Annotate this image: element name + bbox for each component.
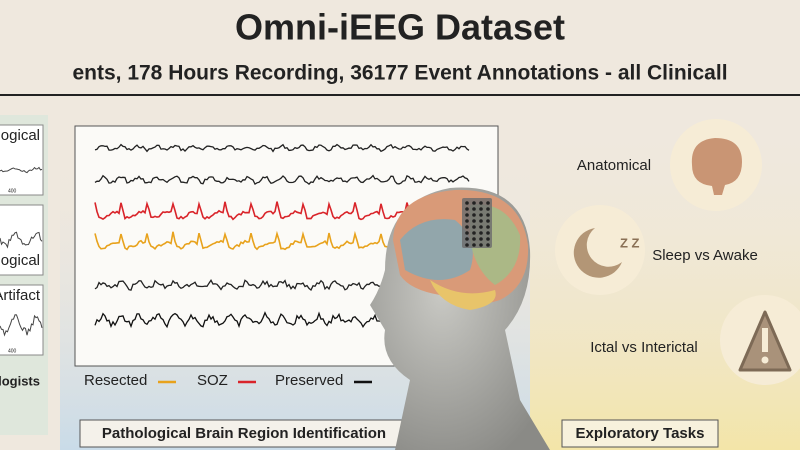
caption: Pathological Brain Region Identification	[102, 425, 386, 442]
legend-label: SOZ	[197, 372, 228, 389]
electrode	[486, 243, 490, 247]
title: Omni-iEEG Dataset	[235, 7, 565, 48]
eeg-trace	[94, 174, 470, 186]
electrode	[465, 237, 469, 241]
electrode	[472, 201, 476, 205]
electrode	[486, 225, 490, 229]
electrode	[479, 207, 483, 211]
left-footer: logists	[0, 373, 40, 388]
electrode	[479, 237, 483, 241]
electrode	[479, 201, 483, 205]
electrode	[479, 243, 483, 247]
axis-label: 400	[8, 348, 17, 354]
electrode	[465, 219, 469, 223]
electrode-pad	[462, 198, 492, 248]
mini-trace	[0, 314, 43, 337]
electrode	[486, 237, 490, 241]
electrode	[465, 225, 469, 229]
electrode	[465, 207, 469, 211]
legend-label: Resected	[84, 372, 147, 389]
moon-icon	[573, 228, 622, 278]
eeg-trace	[94, 143, 470, 153]
electrode	[479, 219, 483, 223]
electrode	[472, 213, 476, 217]
warning-mark	[762, 328, 768, 352]
electrode	[472, 231, 476, 235]
task-label: Anatomical	[577, 157, 651, 174]
electrode	[486, 213, 490, 217]
left-label: Artifact	[0, 287, 41, 304]
axis-label: 400	[8, 188, 17, 194]
electrode	[486, 207, 490, 211]
warning-mark	[761, 356, 769, 364]
task-label: Ictal vs Interictal	[590, 339, 698, 356]
mini-box	[0, 124, 44, 196]
eeg-trace	[94, 200, 470, 221]
legend-label: Preserved	[275, 372, 343, 389]
head-illustration	[370, 187, 550, 450]
brain-icon	[691, 138, 742, 195]
zzz-icon: Z Z	[620, 235, 640, 250]
electrode	[465, 213, 469, 217]
electrode	[479, 213, 483, 217]
electrode	[472, 243, 476, 247]
mini-trace	[0, 166, 43, 174]
electrode	[479, 231, 483, 235]
mini-trace	[0, 231, 43, 249]
left-label: ogical	[1, 252, 40, 269]
electrode	[472, 219, 476, 223]
icon-circle	[555, 205, 645, 295]
electrode	[465, 201, 469, 205]
mini-box	[0, 284, 44, 356]
electrode	[486, 201, 490, 205]
electrode	[486, 231, 490, 235]
caption-box	[561, 419, 719, 448]
task-label: Sleep vs Awake	[652, 247, 758, 264]
electrode	[472, 225, 476, 229]
electrode	[472, 237, 476, 241]
electrode	[472, 207, 476, 211]
electrode	[486, 219, 490, 223]
electrode	[465, 231, 469, 235]
subtitle: ents, 178 Hours Recording, 36177 Event A…	[72, 62, 727, 85]
left-label: ogical	[1, 127, 40, 144]
electrode	[479, 225, 483, 229]
electrode	[465, 243, 469, 247]
caption: Exploratory Tasks	[576, 425, 705, 442]
